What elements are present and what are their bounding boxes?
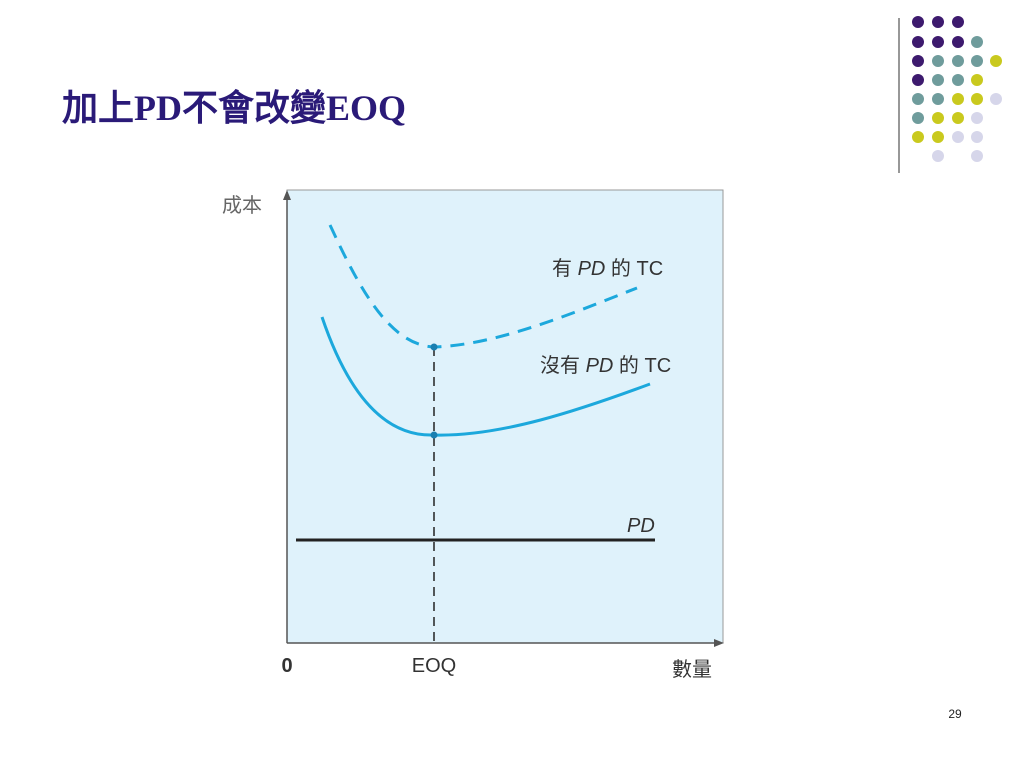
label-part: PD	[578, 258, 606, 280]
slide-title: 加上PD不會改變EOQ	[62, 88, 406, 128]
min-point	[430, 431, 438, 439]
label-part: 有	[552, 257, 578, 280]
plot-area	[286, 189, 724, 644]
label-part: 沒有	[540, 354, 586, 377]
y-axis-label: 成本	[222, 194, 262, 217]
eoq-label: EOQ	[412, 655, 456, 677]
dots-purple	[912, 16, 964, 86]
cost-diagram: 成本 數量 0 EOQ 有 PD 的 TC 沒有 PD 的 TC PD	[222, 189, 724, 681]
origin-label: 0	[281, 655, 292, 677]
label-part: PD	[586, 355, 614, 377]
dots-lavender	[932, 93, 1002, 162]
dots-yellow	[912, 55, 1002, 143]
label-part: 的 TC	[605, 257, 663, 280]
decoration	[898, 16, 1002, 173]
pd-label: PD	[627, 515, 655, 537]
dots-teal	[912, 36, 983, 124]
y-arrow	[283, 190, 291, 200]
min-point	[430, 343, 438, 351]
tc-with-pd-label: 有 PD 的 TC	[552, 257, 663, 280]
label-part: 的 TC	[613, 354, 671, 377]
tc-without-pd-label: 沒有 PD 的 TC	[540, 354, 671, 377]
x-axis-label: 數量	[672, 658, 712, 681]
page-number: 29	[948, 707, 962, 721]
x-arrow	[714, 639, 724, 647]
